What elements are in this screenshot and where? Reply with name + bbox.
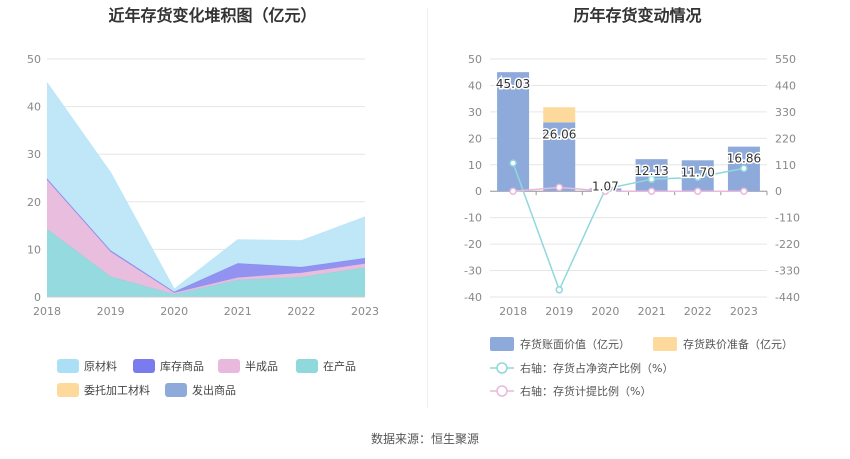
y-tick-label: 10 (27, 243, 41, 256)
x-tick-label: 2021 (224, 305, 252, 318)
bar-book-value (635, 159, 668, 192)
x-tick-label: 2022 (684, 305, 712, 318)
y-tick-label: 30 (27, 148, 41, 161)
x-tick-label: 2020 (160, 305, 188, 318)
line-point (694, 187, 702, 195)
legend-label: 委托加工材料 (84, 383, 150, 397)
legend-swatch (296, 359, 318, 373)
x-tick-label: 2022 (287, 305, 315, 318)
line-point (601, 187, 610, 195)
y-tick-label: 0 (34, 291, 41, 304)
area-edge-原材料 (46, 82, 366, 291)
y-tick-label: 40 (468, 79, 482, 92)
line-右轴：存货计提比例（%） (513, 186, 744, 192)
panel-divider (427, 8, 428, 408)
bar-data-label: 1.07 (592, 179, 619, 193)
legend-label: 在产品 (323, 359, 356, 373)
legend-swatch (218, 359, 240, 373)
legend-label: 半成品 (245, 359, 278, 373)
legend-swatch (490, 337, 514, 351)
y-tick-label: 10 (468, 159, 482, 172)
stacked-area-chart: 0 10 20 30 40 50 2018 2019 2020 2021 2022 2023 原材料 库存… (27, 53, 379, 397)
y2-tick-label: 440 (775, 79, 796, 92)
y-tick-label: 20 (27, 196, 41, 209)
bar-data-label: 16.86 (727, 152, 761, 166)
x-tick-label: 2021 (638, 305, 666, 318)
legend-label: 存货账面价值（亿元） (520, 337, 630, 351)
legend-swatch (57, 359, 79, 373)
line-point (647, 175, 656, 183)
legend-label: 库存商品 (160, 359, 204, 373)
line-point (694, 173, 702, 182)
y2-tick-label: 330 (775, 106, 796, 119)
data-source: 数据来源：恒生聚源 (370, 432, 479, 446)
x-tick-label: 2019 (97, 305, 125, 318)
x-tick-label: 2018 (499, 305, 527, 318)
y2-tick-label: -330 (775, 265, 800, 278)
y-tick-label: -20 (464, 238, 482, 251)
line-point (740, 187, 748, 195)
bar-data-label: 12.13 (634, 164, 668, 178)
x-tick-label: 2023 (351, 305, 379, 318)
legend-label: 存货跌价准备（亿元） (683, 337, 793, 351)
y2-tick-label: 220 (775, 132, 796, 145)
legend-swatch (653, 337, 677, 351)
y-tick-label: -40 (464, 291, 482, 304)
y-tick-label: 30 (468, 106, 482, 119)
line-右轴：存货占净资产比例（%） (512, 162, 745, 292)
legend-swatch (165, 383, 187, 397)
x-tick-label: 2018 (33, 305, 61, 318)
y-tick-label: -10 (464, 212, 482, 225)
y-tick-label: 0 (475, 185, 482, 198)
y-tick-label: 50 (27, 53, 41, 66)
legend-swatch (133, 359, 155, 373)
bar-book-value (497, 72, 530, 192)
x-tick-label: 2023 (730, 305, 758, 318)
area-在产品 (47, 228, 365, 297)
legend-marker (496, 385, 508, 397)
y-tick-label: -30 (464, 265, 482, 278)
x-tick-label: 2019 (545, 305, 573, 318)
right-chart-title: 历年存货变动情况 (573, 6, 702, 25)
y-tick-label: 40 (27, 101, 41, 114)
line-point (555, 286, 563, 294)
legend-marker (496, 362, 508, 374)
y2-tick-label: 110 (775, 159, 796, 172)
legend-label: 原材料 (84, 359, 117, 373)
area-半成品 (47, 179, 365, 295)
y2-tick-label: 550 (775, 53, 796, 66)
line-point (740, 164, 748, 173)
legend-label: 发出商品 (192, 383, 236, 397)
legend-label: 右轴：存货计提比例（%） (520, 384, 651, 398)
y2-tick-label: -220 (775, 238, 800, 251)
left-chart-title: 近年存货变化堆积图（亿元） (108, 6, 317, 25)
y-tick-label: 50 (468, 53, 482, 66)
line-point (555, 183, 563, 192)
line-point (509, 187, 517, 195)
area-原材料 (47, 82, 365, 292)
line-point (509, 159, 517, 167)
y-tick-label: 20 (468, 132, 482, 145)
bar-data-label: 11.70 (681, 165, 715, 179)
x-tick-label: 2020 (591, 305, 619, 318)
bar-book-value (543, 122, 576, 192)
inventory-change-chart: -40 -30 -20 -10 0 10 20 30 40 50 -440 -330 -220 -110 0… (464, 53, 800, 398)
line-point (647, 187, 656, 195)
y2-tick-label: -440 (775, 291, 800, 304)
bar-data-label: 26.06 (542, 127, 576, 141)
y2-tick-label: -110 (775, 212, 800, 225)
bar-data-label: 45.03 (496, 77, 530, 91)
legend-swatch (57, 383, 79, 397)
y2-tick-label: 0 (775, 185, 782, 198)
bar-impairment (543, 107, 576, 123)
legend-label: 右轴：存货占净资产比例（%） (520, 361, 673, 375)
